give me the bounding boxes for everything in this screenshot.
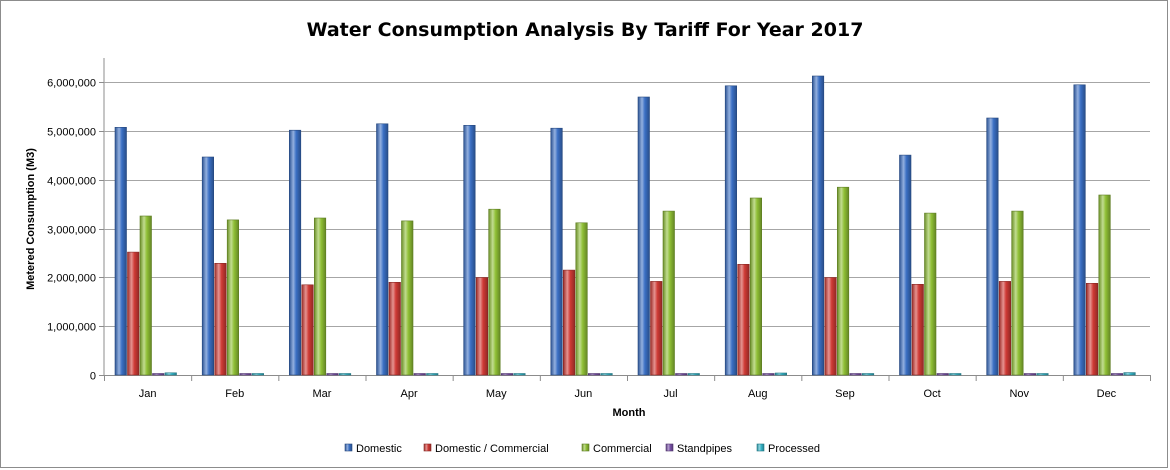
bar-domestic-sep [811, 75, 825, 376]
bar-domestic-commercial-jun [562, 269, 576, 376]
bar-processed-apr [426, 373, 439, 376]
bar-standpipes-sep [849, 373, 862, 376]
y-axis-title: Metered Consumption (M3) [25, 148, 37, 290]
bar-domestic-jan [114, 127, 127, 376]
bar-domestic-commercial-mar [301, 284, 314, 376]
bar-domestic-aug [724, 85, 738, 376]
chart-title: Water Consumption Analysis By Tariff For… [307, 19, 864, 41]
y-tick-label: 6,000,000 [47, 78, 96, 90]
bar-domestic-apr [376, 123, 389, 376]
bar-domestic-commercial-sep [824, 277, 837, 376]
bar-commercial-apr [401, 220, 414, 376]
bar-standpipes-dec [1111, 373, 1124, 376]
bar-commercial-feb [226, 219, 239, 376]
legend-swatch-domestic-commercial [423, 443, 432, 452]
bar-commercial-aug [749, 197, 763, 376]
y-tick-label: 1,000,000 [47, 322, 96, 334]
bar-standpipes-feb [239, 373, 252, 376]
bar-domestic-jun [550, 127, 563, 376]
bar-processed-jun [600, 373, 613, 376]
bar-domestic-commercial-jul [650, 281, 663, 376]
bar-domestic-commercial-apr [388, 281, 401, 376]
plot-area: 0 1,000,000 2,000,000 3,000,000 4,000,000 5,0… [47, 58, 1151, 400]
bar-processed-sep [861, 373, 875, 376]
bar-domestic-nov [986, 117, 999, 376]
legend-label: Commercial [593, 443, 652, 455]
bar-standpipes-oct [936, 373, 949, 376]
legend-swatch-processed [756, 443, 765, 452]
x-tick-label: Mar [312, 388, 331, 400]
bar-domestic-feb [201, 156, 214, 376]
x-tick-label: May [486, 388, 507, 400]
x-tick-label: Sep [835, 388, 855, 400]
bar-domestic-commercial-aug [737, 263, 750, 376]
legend-swatch-domestic [344, 443, 353, 452]
bar-processed-mar [338, 373, 352, 376]
bar-domestic-mar [288, 129, 302, 376]
x-tick-label: Jul [664, 388, 678, 400]
bar-standpipes-jun [587, 373, 601, 376]
y-tick-label: 4,000,000 [47, 176, 96, 188]
bar-standpipes-aug [762, 373, 775, 376]
bar-domestic-commercial-jan [127, 251, 140, 376]
bar-processed-feb [251, 373, 264, 376]
bar-domestic-commercial-oct [911, 283, 924, 376]
x-tick-label: Apr [401, 388, 418, 400]
bar-commercial-jan [139, 215, 152, 376]
bar-processed-may [513, 373, 526, 376]
x-tick-label: Aug [748, 388, 768, 400]
bar-domestic-dec [1073, 84, 1086, 376]
legend-label: Standpipes [677, 443, 733, 455]
bar-processed-nov [1036, 373, 1049, 376]
bar-domestic-commercial-nov [998, 281, 1012, 376]
bar-domestic-commercial-dec [1086, 282, 1099, 376]
x-tick-label: Nov [1009, 388, 1029, 400]
bar-processed-dec [1123, 372, 1136, 376]
bar-commercial-jul [662, 210, 675, 376]
legend-label: Domestic [356, 443, 402, 455]
bar-domestic-jul [637, 96, 650, 376]
bar-commercial-sep [836, 186, 850, 376]
bar-processed-oct [949, 373, 962, 376]
legend-swatch-standpipes [665, 443, 674, 452]
y-tick-label: 5,000,000 [47, 127, 96, 139]
bar-commercial-may [488, 208, 501, 376]
bar-standpipes-apr [413, 373, 426, 376]
bar-domestic-commercial-feb [214, 262, 227, 376]
x-tick-label: Feb [225, 388, 244, 400]
bar-processed-jan [164, 372, 177, 376]
x-axis-title: Month [613, 407, 646, 419]
legend-label: Processed [768, 443, 820, 455]
x-tick-label: Jun [575, 388, 593, 400]
bar-domestic-oct [899, 154, 912, 376]
bar-commercial-dec [1098, 194, 1111, 376]
legend: Domestic Domestic / Commercial Commercial S… [344, 443, 820, 455]
bar-commercial-oct [924, 212, 937, 376]
bar-processed-aug [774, 372, 788, 376]
y-tick-label: 3,000,000 [47, 225, 96, 237]
x-tick-label: Oct [924, 388, 941, 400]
legend-label: Domestic / Commercial [435, 443, 549, 455]
bar-domestic-may [463, 125, 476, 376]
legend-swatch-commercial [581, 443, 590, 452]
bar-processed-jul [687, 373, 700, 376]
bar-standpipes-jan [152, 373, 165, 376]
x-tick-label: Jan [139, 388, 157, 400]
bar-commercial-nov [1011, 210, 1024, 376]
bar-standpipes-mar [326, 373, 339, 376]
bar-standpipes-may [500, 373, 514, 376]
y-tick-label: 2,000,000 [47, 273, 96, 285]
x-tick-label: Dec [1097, 388, 1117, 400]
bar-commercial-jun [575, 222, 588, 376]
bar-commercial-mar [313, 217, 327, 376]
y-tick-label: 0 [90, 371, 96, 383]
bar-standpipes-nov [1023, 373, 1037, 376]
bar-domestic-commercial-may [475, 277, 489, 376]
bar-standpipes-jul [675, 373, 688, 376]
